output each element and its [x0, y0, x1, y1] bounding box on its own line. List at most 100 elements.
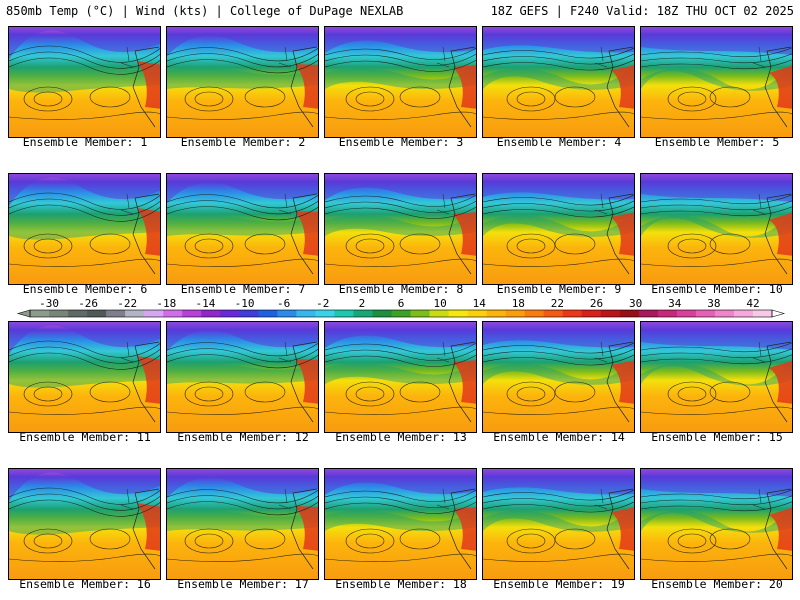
colorbar-swatch — [505, 310, 526, 317]
colorbar-tick-label: 34 — [668, 297, 682, 310]
ensemble-member-label: Ensemble Member: 16 — [19, 577, 151, 591]
colorbar-swatch — [448, 310, 468, 317]
ensemble-member-map — [324, 173, 477, 285]
colorbar-tick-label: 22 — [551, 297, 564, 310]
ensemble-member-map — [324, 321, 477, 433]
colorbar-swatch — [657, 310, 678, 317]
colorbar-swatch — [30, 310, 50, 317]
colorbar-low-arrow — [16, 309, 31, 318]
colorbar-swatch — [467, 310, 488, 317]
ensemble-member-map — [482, 173, 635, 285]
colorbar-swatch — [676, 310, 697, 317]
colorbar-swatch — [315, 310, 335, 317]
colorbar-tick-label: -2 — [316, 297, 329, 310]
ensemble-member-label: Ensemble Member: 15 — [651, 430, 783, 444]
colorbar-swatch — [543, 310, 564, 317]
colorbar-swatch — [220, 310, 240, 317]
ensemble-member-label: Ensemble Member: 20 — [651, 577, 783, 591]
ensemble-member-map — [482, 468, 635, 580]
ensemble-member-label: Ensemble Member: 10 — [651, 282, 783, 296]
ensemble-member-label: Ensemble Member: 9 — [496, 282, 622, 296]
colorbar-swatch — [68, 310, 88, 317]
colorbar-swatch — [600, 310, 621, 317]
ensemble-member-map — [324, 26, 477, 138]
colorbar-swatch — [334, 310, 354, 317]
colorbar-swatch — [619, 310, 640, 317]
colorbar-tick-label: 38 — [707, 297, 720, 310]
colorbar-tick-label: -14 — [196, 297, 216, 310]
colorbar-tick-label: -22 — [117, 297, 137, 310]
run-valid-time: 18Z GEFS | F240 Valid: 18Z THU OCT 02 20… — [490, 4, 794, 18]
colorbar-swatch — [182, 310, 202, 317]
ensemble-member-map — [166, 173, 319, 285]
colorbar-swatch — [277, 310, 297, 317]
colorbar-swatch — [201, 310, 221, 317]
colorbar-swatch — [296, 310, 316, 317]
ensemble-member-label: Ensemble Member: 14 — [493, 430, 625, 444]
colorbar-tick-label: 42 — [746, 297, 759, 310]
colorbar-tick-label: -26 — [78, 297, 98, 310]
colorbar-swatch — [106, 310, 126, 317]
ensemble-member-map — [482, 321, 635, 433]
colorbar-tick-label: 6 — [398, 297, 405, 310]
ensemble-member-label: Ensemble Member: 12 — [177, 430, 309, 444]
colorbar-tick-label: 14 — [473, 297, 487, 310]
colorbar-tick-label: -18 — [156, 297, 176, 310]
colorbar-swatch — [163, 310, 183, 317]
ensemble-member-label: Ensemble Member: 19 — [493, 577, 625, 591]
ensemble-member-map — [640, 468, 793, 580]
ensemble-member-label: Ensemble Member: 6 — [22, 282, 148, 296]
ensemble-member-label: Ensemble Member: 7 — [180, 282, 306, 296]
colorbar-swatch — [49, 310, 69, 317]
colorbar-tick-label: 10 — [433, 297, 446, 310]
ensemble-member-map — [166, 26, 319, 138]
colorbar-swatch — [581, 310, 602, 317]
ensemble-member-label: Ensemble Member: 4 — [496, 135, 622, 149]
colorbar-swatch — [752, 310, 773, 317]
colorbar-tick-label: -30 — [39, 297, 59, 310]
colorbar-tick-label: 2 — [359, 297, 366, 310]
colorbar-swatch — [87, 310, 107, 317]
ensemble-member-label: Ensemble Member: 3 — [338, 135, 464, 149]
ensemble-member-map — [8, 26, 161, 138]
ensemble-member-label: Ensemble Member: 2 — [180, 135, 306, 149]
ensemble-member-map — [640, 26, 793, 138]
ensemble-member-map — [8, 468, 161, 580]
colorbar-tick-label: -10 — [235, 297, 255, 310]
colorbar-tick-label: 18 — [512, 297, 525, 310]
ensemble-member-map — [324, 468, 477, 580]
colorbar-swatch — [258, 310, 278, 317]
ensemble-member-label: Ensemble Member: 17 — [177, 577, 309, 591]
colorbar-swatch — [714, 310, 735, 317]
ensemble-member-label: Ensemble Member: 11 — [19, 430, 151, 444]
colorbar-tick-label: 30 — [629, 297, 642, 310]
ensemble-member-label: Ensemble Member: 1 — [22, 135, 148, 149]
ensemble-member-label: Ensemble Member: 5 — [654, 135, 780, 149]
colorbar-swatch — [410, 310, 430, 317]
colorbar-tick-label: -6 — [277, 297, 290, 310]
colorbar-swatch — [486, 310, 507, 317]
ensemble-member-map — [8, 321, 161, 433]
ensemble-member-map — [640, 173, 793, 285]
ensemble-member-map — [8, 173, 161, 285]
colorbar-swatch — [372, 310, 392, 317]
colorbar-swatch — [695, 310, 716, 317]
ensemble-member-label: Ensemble Member: 18 — [335, 577, 467, 591]
colorbar-swatch — [144, 310, 164, 317]
colorbar-tick-label: 26 — [590, 297, 603, 310]
colorbar-swatch — [562, 310, 583, 317]
ensemble-member-label: Ensemble Member: 8 — [338, 282, 464, 296]
colorbar-swatch — [125, 310, 145, 317]
colorbar-swatch — [733, 310, 754, 317]
colorbar-swatch — [239, 310, 259, 317]
colorbar-swatch — [638, 310, 659, 317]
map-title: 850mb Temp (°C) | Wind (kts) | College o… — [6, 4, 404, 18]
colorbar-swatch — [524, 310, 545, 317]
temperature-colorbar: -30 -26 -22 -18 -14 -10 -6 -2 2 6 10 14 18 22 26 30 34 38… — [16, 297, 786, 318]
colorbar-swatch — [429, 310, 449, 317]
colorbar-swatch — [353, 310, 373, 317]
ensemble-member-label: Ensemble Member: 13 — [335, 430, 467, 444]
ensemble-member-map — [640, 321, 793, 433]
ensemble-member-map — [166, 468, 319, 580]
colorbar-swatch — [391, 310, 411, 317]
